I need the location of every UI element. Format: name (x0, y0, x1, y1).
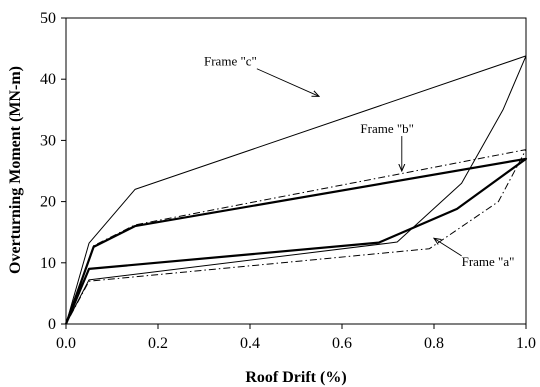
x-tick-label: 0.0 (56, 335, 76, 352)
x-tick-label: 0.2 (148, 335, 168, 352)
series-line-2 (65, 149, 527, 325)
y-tick-label: 10 (40, 255, 56, 272)
y-tick-label: 30 (40, 132, 56, 149)
y-tick-label: 40 (40, 71, 56, 88)
x-tick-label: 1.0 (516, 335, 536, 352)
y-axis-ticks: 0 10 20 30 40 50 (40, 10, 66, 333)
annotation-layer: Frame "c" Frame "b" Frame "a" (204, 54, 514, 269)
x-axis-title: Roof Drift (%) (245, 369, 346, 386)
x-axis-ticks: 0.0 0.2 0.4 0.6 0.8 1.0 (56, 324, 536, 352)
y-axis-title: Overturning Moment (MN-m) (7, 66, 24, 274)
y-tick-label: 20 (40, 194, 56, 211)
x-tick-label: 0.4 (240, 335, 260, 352)
x-tick-label: 0.8 (424, 335, 444, 352)
y-tick-label: 0 (48, 316, 56, 333)
plot-area (65, 17, 527, 325)
annotation-arrow-3 (434, 238, 462, 257)
series-line-1 (65, 55, 527, 325)
plot-frame (65, 17, 527, 325)
annotation-arrow-1 (256, 68, 319, 97)
series-layer (64, 55, 528, 325)
x-tick-label: 0.6 (332, 335, 352, 352)
annotation-label-1: Frame "c" (204, 54, 257, 69)
annotation-label-2: Frame "b" (360, 121, 414, 136)
series-line-3 (64, 157, 528, 325)
annotation-label-3: Frame "a" (462, 254, 515, 269)
y-tick-label: 50 (40, 10, 56, 27)
